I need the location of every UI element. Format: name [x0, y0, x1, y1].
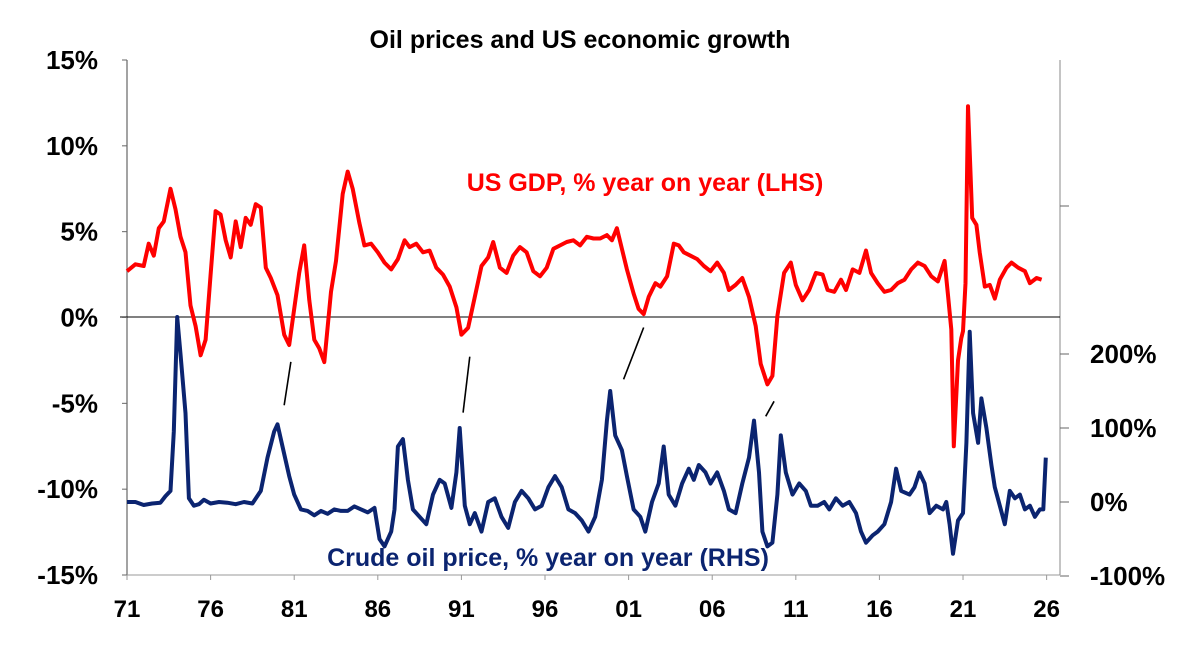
x-tick-label: 06: [699, 596, 726, 623]
right-axis-ticks: 200% 100% 0% -100%: [1060, 205, 1165, 591]
series-layer: [125, 104, 1048, 556]
gdp-series-line: [125, 104, 1043, 449]
right-tick-label: -100%: [1090, 561, 1165, 591]
left-tick-label: -5%: [52, 388, 98, 418]
right-tick-label: 100%: [1090, 413, 1157, 443]
x-tick-label: 91: [448, 596, 475, 623]
left-tick-label: 15%: [46, 45, 98, 75]
x-tick-label: 96: [532, 596, 559, 623]
x-tick-label: 26: [1033, 596, 1060, 623]
left-tick-label: -10%: [37, 474, 98, 504]
x-tick-label: 86: [364, 596, 391, 623]
left-tick-label: 5%: [60, 217, 98, 247]
annotation-layer: [283, 327, 775, 417]
x-tick-label: 01: [615, 596, 642, 623]
connector-line: [283, 361, 292, 406]
x-tick-label: 71: [114, 596, 141, 623]
left-tick-label: -15%: [37, 560, 98, 590]
left-axis-ticks: 15% 10% 5% 0% -5% -10% -15%: [37, 45, 127, 590]
x-axis-ticks: 71 76 81 86 91 96 01 06 11 16 21 26: [114, 575, 1060, 623]
chart-title: Oil prices and US economic growth: [370, 26, 791, 54]
connector-line: [622, 327, 645, 380]
oil-series-label: Crude oil price, % year on year (RHS): [327, 544, 769, 572]
left-tick-label: 10%: [46, 131, 98, 161]
connector-line: [765, 400, 775, 417]
right-tick-label: 200%: [1090, 339, 1157, 369]
oil-series-line: [127, 315, 1048, 556]
left-tick-label: 0%: [60, 303, 98, 333]
gdp-series-label: US GDP, % year on year (LHS): [467, 169, 824, 197]
x-tick-label: 21: [950, 596, 977, 623]
right-tick-label: 0%: [1090, 487, 1128, 517]
x-tick-label: 11: [783, 596, 808, 623]
x-tick-label: 76: [197, 596, 224, 623]
connector-line: [462, 356, 471, 413]
x-tick-label: 81: [281, 596, 308, 623]
x-tick-label: 16: [866, 596, 893, 623]
